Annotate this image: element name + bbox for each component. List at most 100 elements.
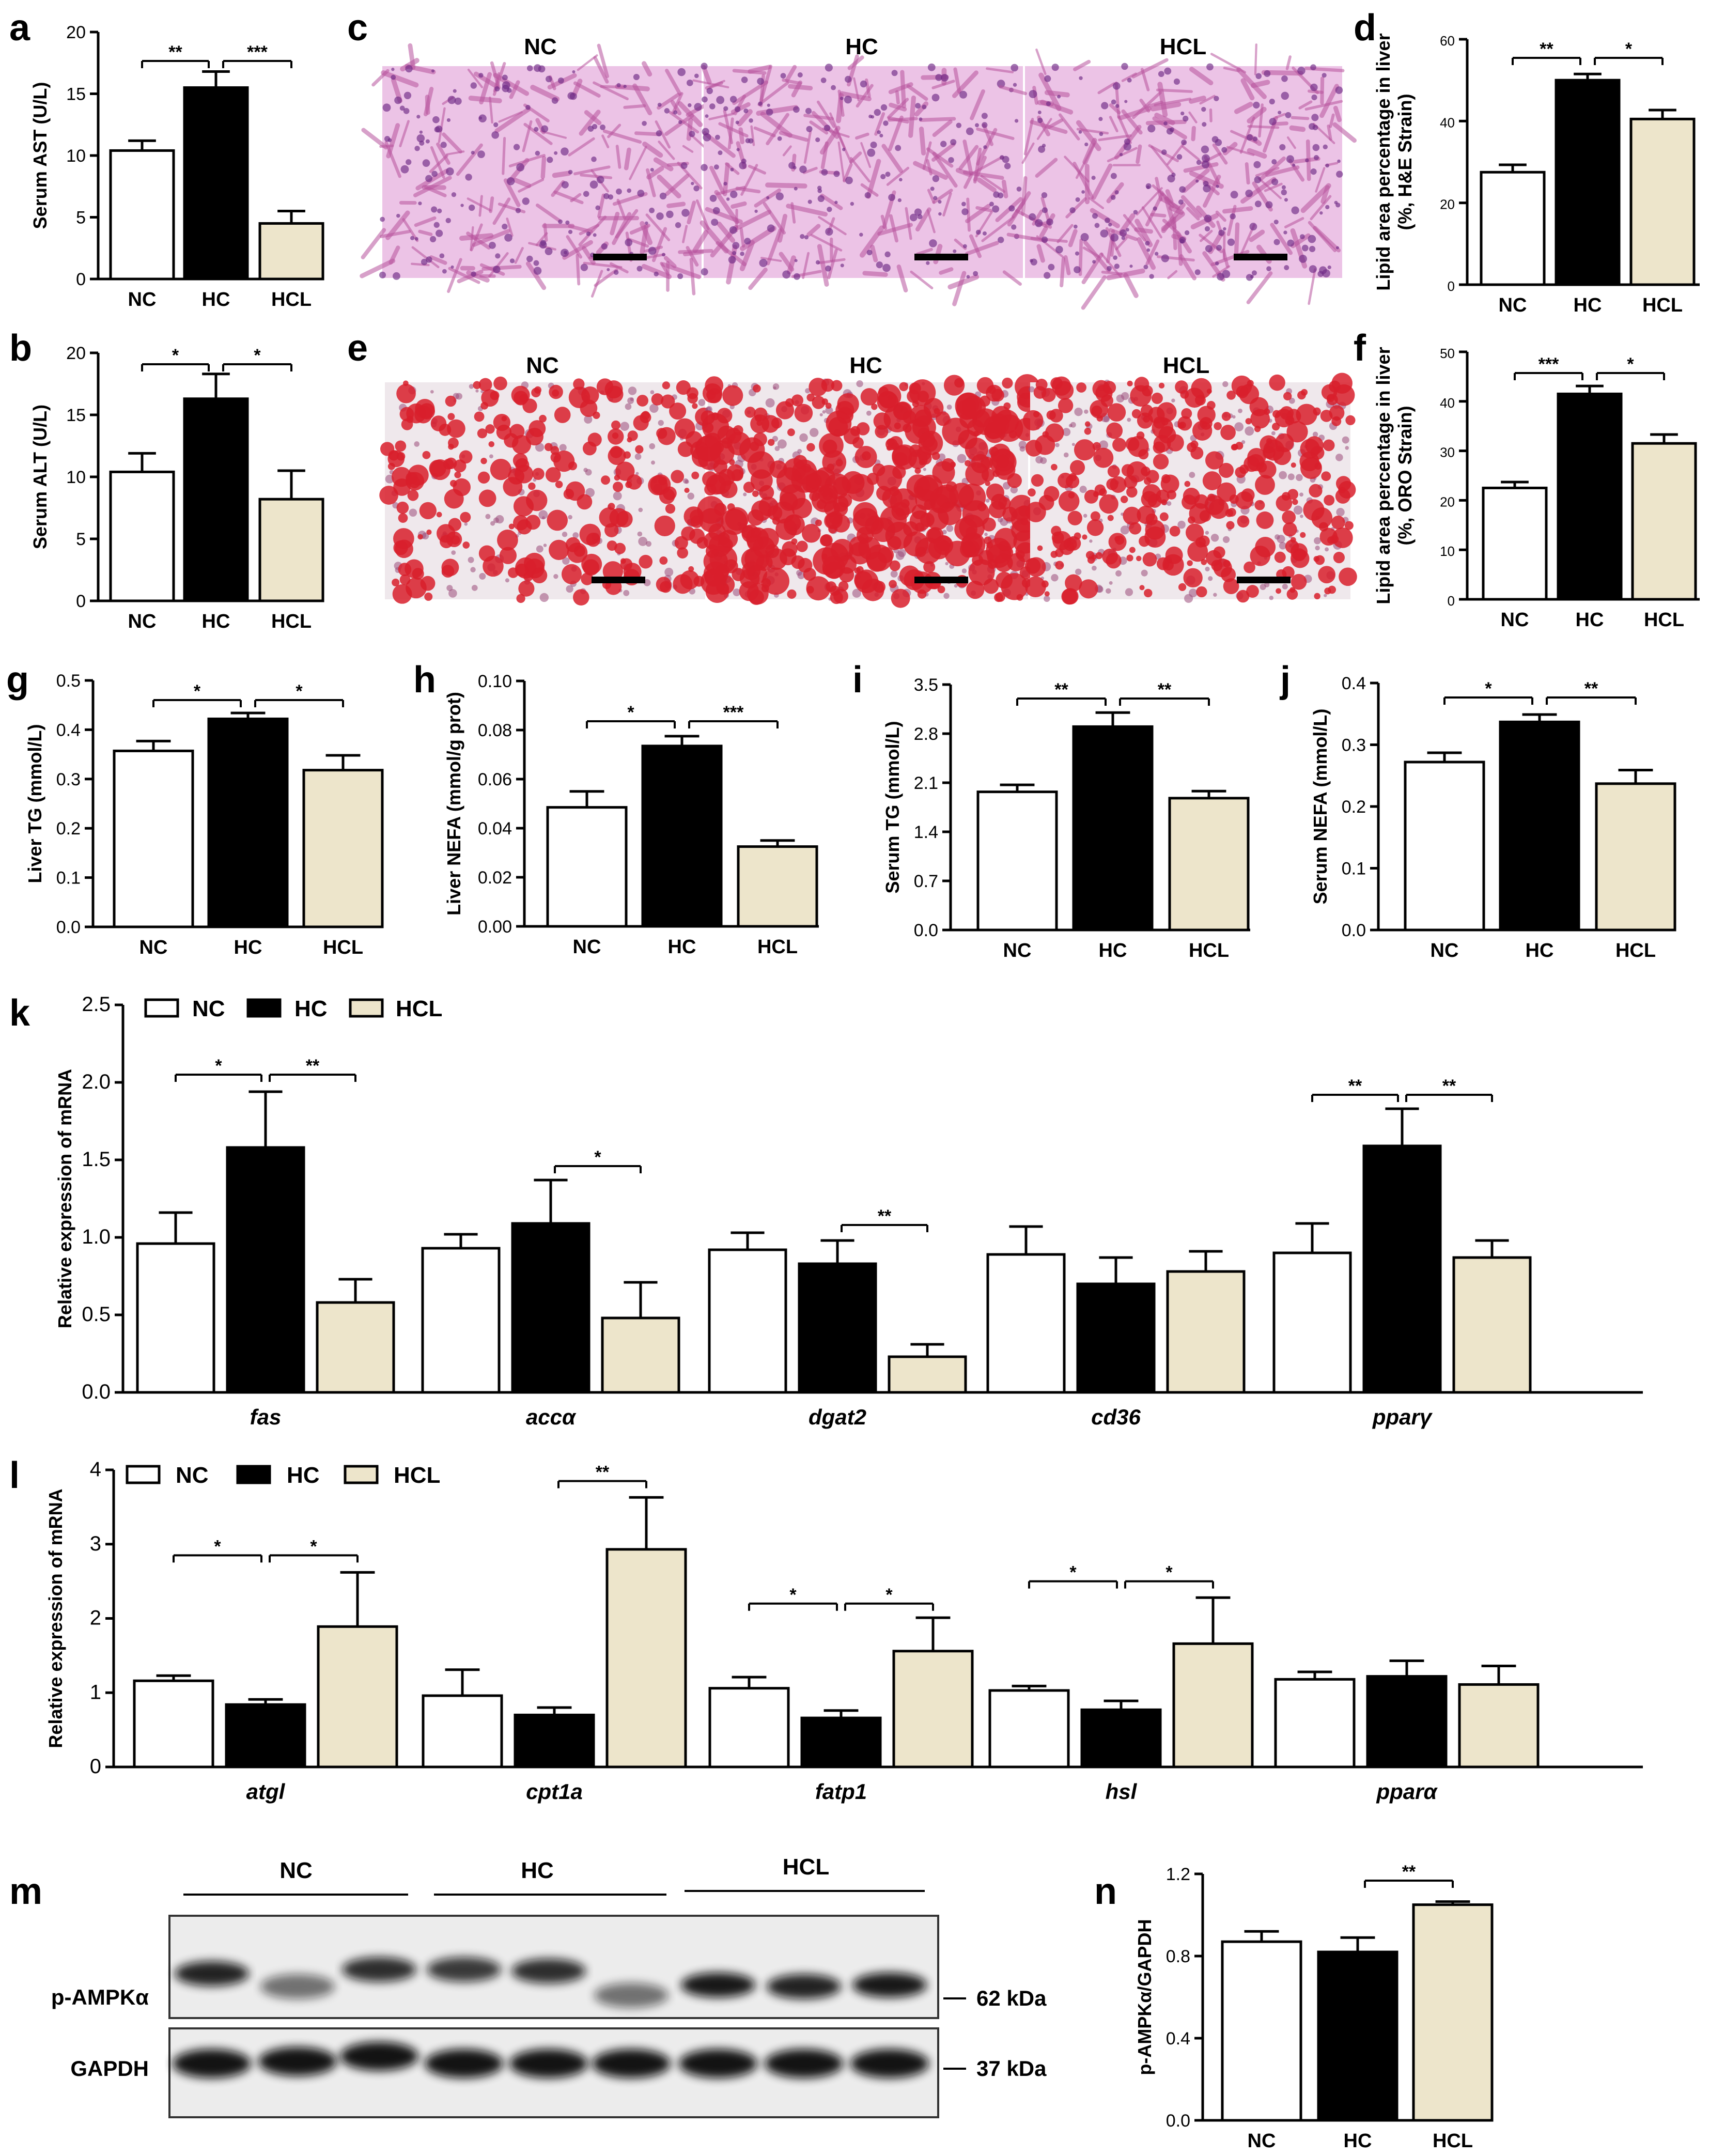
oro-lipid-droplet bbox=[1131, 409, 1141, 418]
he-nucleus bbox=[1100, 229, 1109, 238]
he-nucleus bbox=[961, 208, 969, 215]
oro-cell bbox=[469, 384, 474, 389]
oro-lipid-droplet bbox=[1344, 521, 1354, 530]
he-nucleus bbox=[711, 219, 719, 226]
he-strand bbox=[686, 118, 693, 141]
he-nucleus bbox=[636, 266, 643, 272]
y-axis-label-2: (%, ORO Strain) bbox=[1394, 406, 1416, 545]
he-nucleus bbox=[1042, 144, 1046, 148]
gene-label: dgat2 bbox=[809, 1405, 866, 1429]
he-nucleus bbox=[593, 233, 597, 237]
oro-lipid-droplet bbox=[515, 563, 529, 577]
y-tick-label: 2 bbox=[90, 1607, 101, 1630]
he-strand bbox=[624, 147, 631, 170]
gapdh-band bbox=[509, 2049, 588, 2078]
bar-nc bbox=[1482, 486, 1548, 601]
he-strand bbox=[411, 246, 440, 269]
he-nucleus bbox=[689, 131, 695, 137]
he-nucleus bbox=[1271, 178, 1279, 185]
oro-lipid-droplet bbox=[1016, 550, 1025, 559]
oro-cell bbox=[1068, 424, 1073, 428]
oro-lipid-droplet bbox=[436, 511, 442, 518]
he-strand bbox=[687, 200, 696, 225]
he-strand bbox=[1147, 100, 1163, 108]
oro-lipid-droplet bbox=[613, 482, 624, 492]
he-nucleus bbox=[744, 238, 751, 245]
oro-lipid-droplet bbox=[941, 458, 955, 472]
oro-cell bbox=[765, 398, 775, 408]
he-strand bbox=[1119, 213, 1136, 235]
oro-cell bbox=[938, 453, 946, 461]
he-nucleus bbox=[716, 96, 725, 104]
he-nucleus bbox=[1215, 261, 1219, 266]
y-tick-label: 0 bbox=[76, 592, 86, 611]
pampk-band bbox=[427, 1957, 501, 1982]
he-strand bbox=[623, 104, 646, 109]
he-strand bbox=[962, 170, 1004, 180]
oro-lipid-droplet bbox=[836, 407, 853, 424]
oro-lipid-droplet bbox=[610, 445, 623, 458]
he-nucleus bbox=[1269, 98, 1275, 105]
oro-cell bbox=[822, 410, 826, 414]
oro-lipid-droplet bbox=[480, 401, 489, 410]
he-nucleus bbox=[1253, 161, 1261, 168]
y-tick-label: 0.0 bbox=[914, 921, 938, 940]
oro-lipid-droplet bbox=[1086, 519, 1104, 536]
oro-lipid-droplet bbox=[1183, 487, 1200, 505]
oro-lipid-droplet bbox=[722, 385, 743, 406]
he-strand bbox=[722, 162, 730, 196]
he-strand bbox=[1272, 113, 1286, 120]
oro-cell bbox=[1106, 588, 1111, 594]
he-strand bbox=[1036, 118, 1052, 140]
y-tick-label: 0.0 bbox=[82, 1381, 111, 1403]
oro-lipid-droplet bbox=[806, 576, 831, 601]
he-nucleus bbox=[1281, 189, 1287, 195]
oro-lipid-droplet bbox=[387, 450, 405, 468]
he-strand bbox=[1167, 270, 1178, 280]
he-nucleus bbox=[1029, 213, 1036, 221]
bar-cd36-hcl bbox=[1166, 1270, 1246, 1394]
he-strand bbox=[457, 270, 484, 284]
oro-lipid-droplet bbox=[783, 514, 805, 536]
oro-lipid-droplet bbox=[914, 409, 933, 427]
he-strand bbox=[786, 204, 828, 217]
he-strand bbox=[438, 107, 446, 143]
he-nucleus bbox=[558, 219, 563, 224]
he-strand bbox=[1291, 116, 1310, 120]
he-strand bbox=[739, 227, 745, 248]
he-strand bbox=[810, 234, 843, 252]
oro-lipid-droplet bbox=[1323, 439, 1335, 452]
he-nucleus bbox=[1201, 106, 1206, 112]
oro-lipid-droplet bbox=[654, 515, 675, 537]
he-nucleus bbox=[1204, 226, 1210, 231]
oro-lipid-droplet bbox=[488, 441, 494, 447]
he-strand bbox=[881, 144, 904, 173]
panel-letter-k: k bbox=[9, 992, 30, 1034]
he-nucleus bbox=[844, 96, 852, 104]
he-strand bbox=[910, 270, 934, 289]
oro-lipid-droplet bbox=[822, 450, 847, 474]
he-nucleus bbox=[735, 120, 739, 125]
oro-lipid-droplet bbox=[1276, 588, 1281, 594]
he-nucleus bbox=[1264, 70, 1271, 77]
he-nucleus bbox=[1287, 239, 1295, 247]
significance-label: * bbox=[1627, 354, 1634, 374]
oro-lipid-droplet bbox=[1255, 537, 1276, 557]
he-nucleus bbox=[1281, 185, 1286, 190]
he-strand bbox=[1123, 214, 1146, 242]
oro-lipid-droplet bbox=[511, 385, 530, 405]
he-strand bbox=[602, 129, 642, 144]
he-nucleus bbox=[982, 231, 987, 236]
he-strand bbox=[916, 247, 933, 256]
oro-lipid-droplet bbox=[1084, 489, 1098, 504]
he-strand bbox=[708, 113, 735, 120]
he-nucleus bbox=[860, 80, 867, 88]
he-nucleus bbox=[1254, 200, 1262, 208]
bar-accα-nc bbox=[421, 1247, 501, 1394]
he-nucleus bbox=[1016, 187, 1022, 192]
he-nucleus bbox=[1075, 251, 1080, 256]
bar-pparα-hc bbox=[1366, 1675, 1448, 1769]
he-nucleus bbox=[775, 192, 784, 200]
